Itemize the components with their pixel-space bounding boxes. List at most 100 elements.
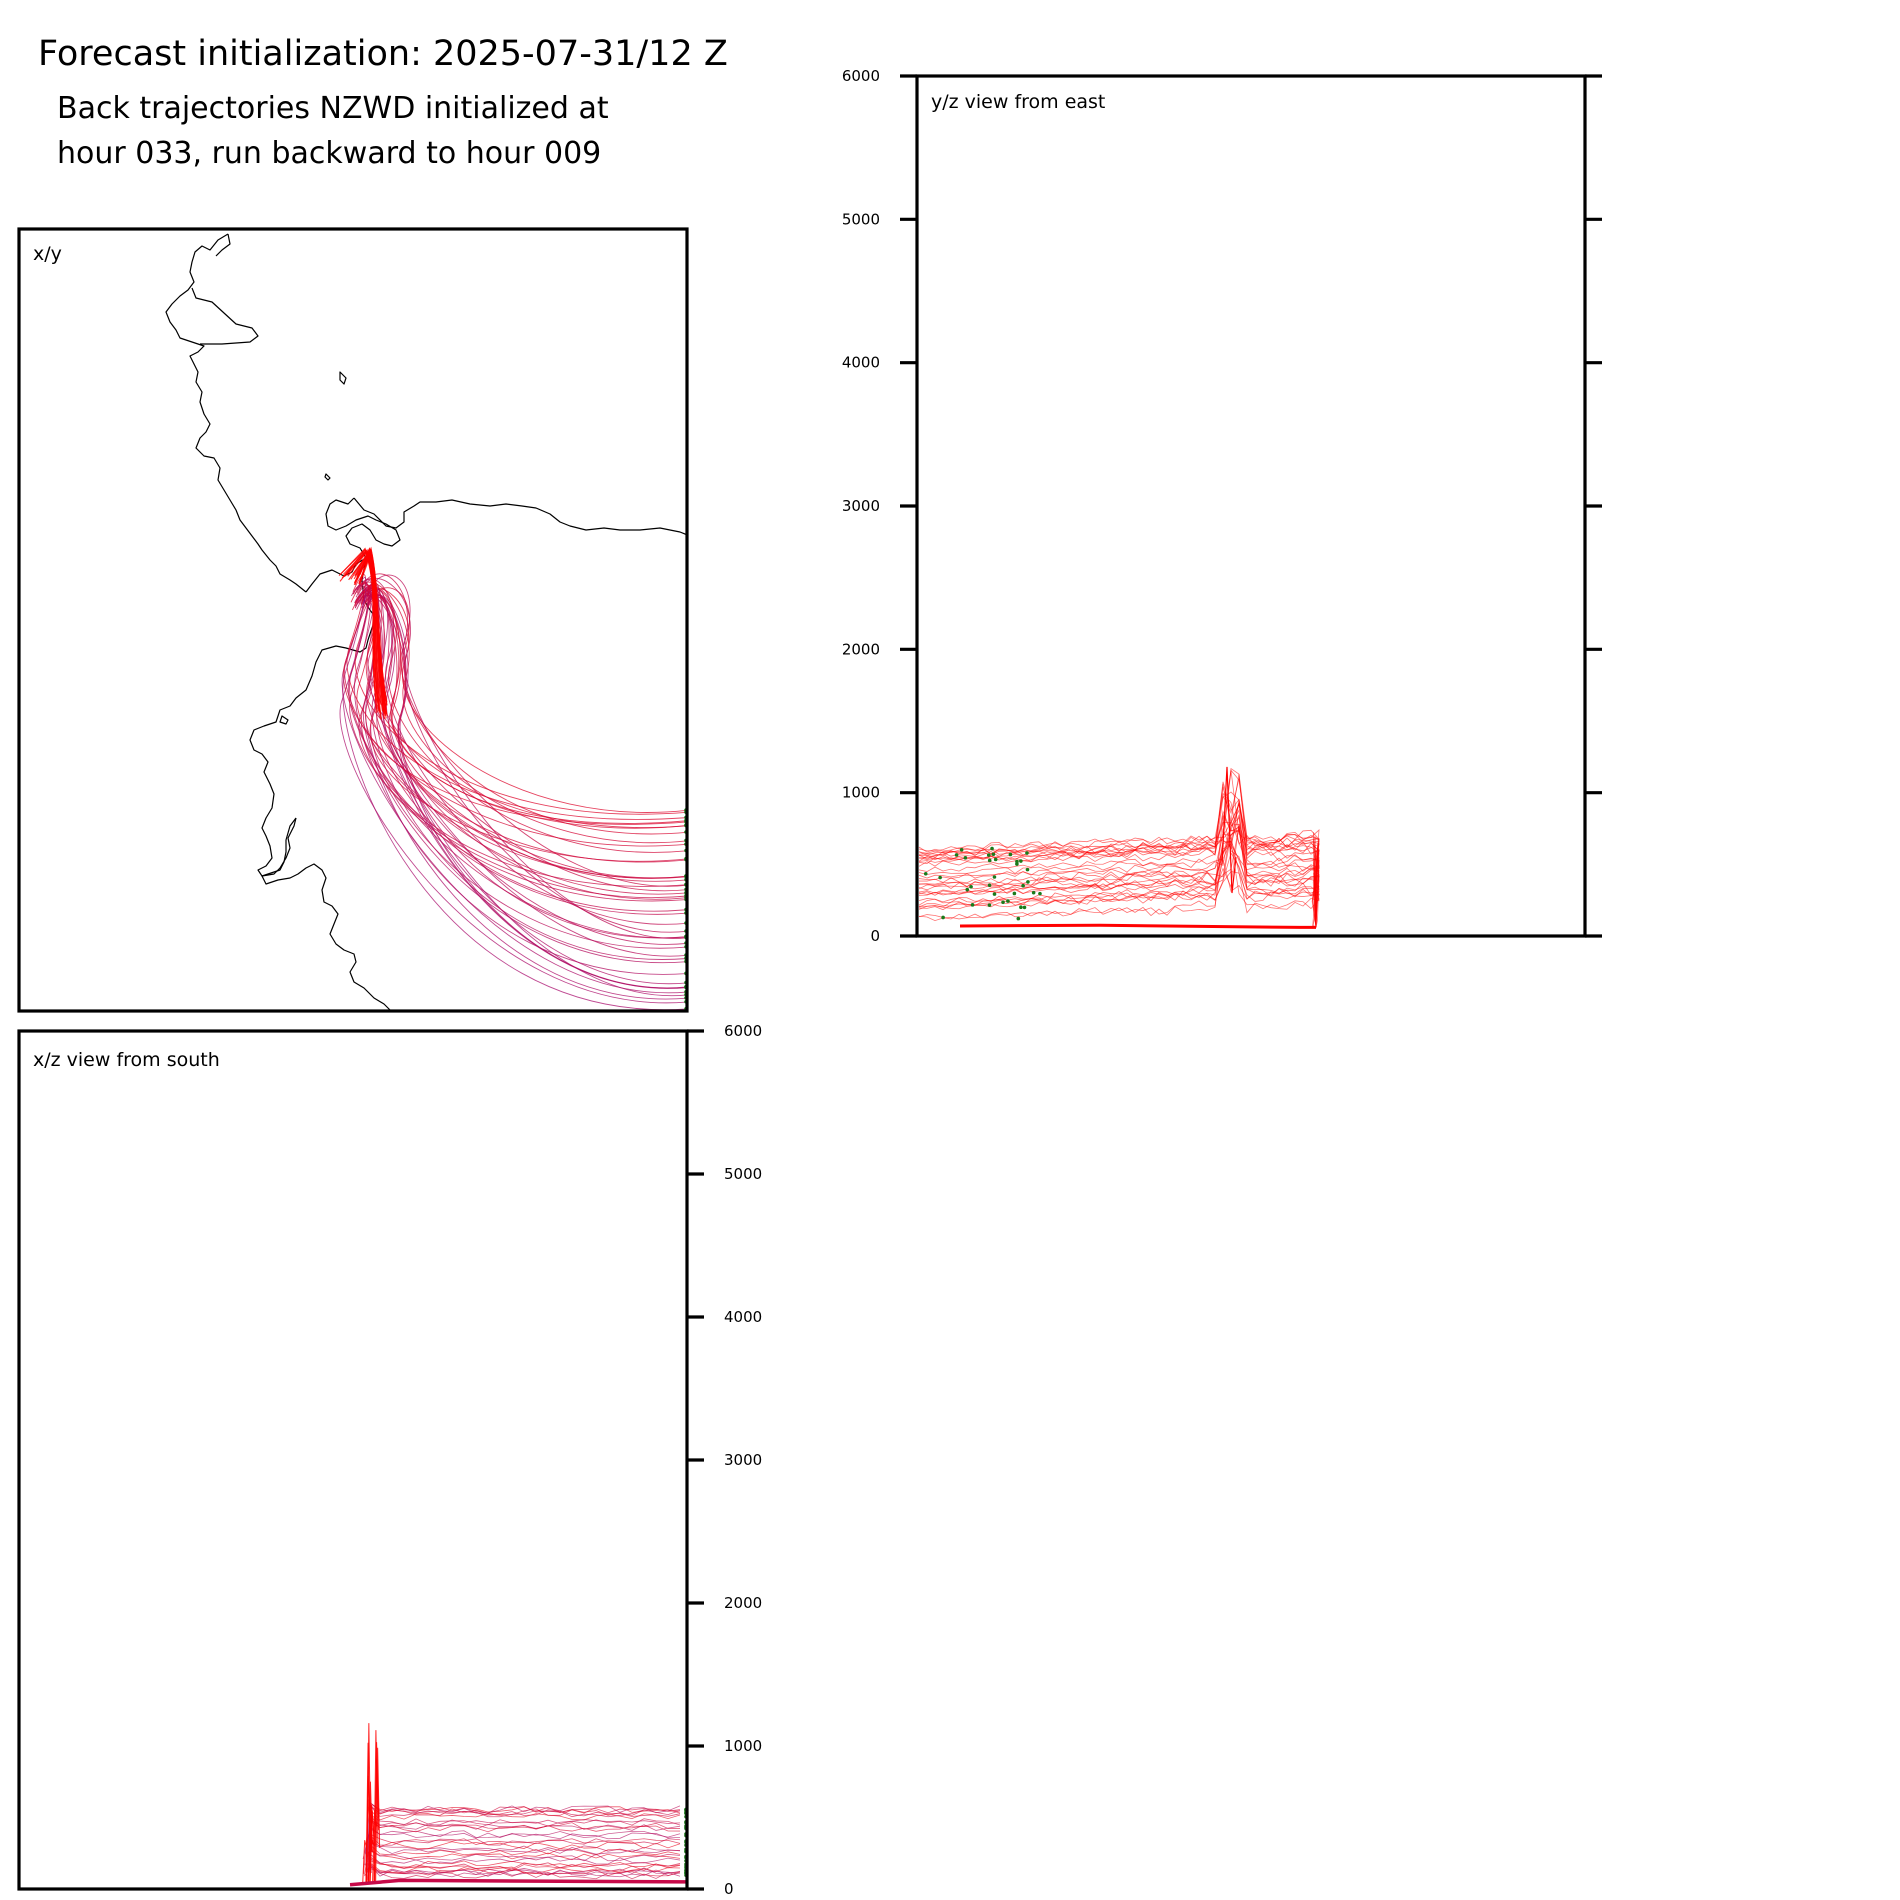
ytick-label: 3000 [842, 497, 880, 515]
yz-trajectory-line [918, 802, 1320, 928]
yz-trajectory-line [918, 799, 1320, 928]
xz-trajectory-line [369, 1852, 681, 1876]
yz-endpoint-marker [987, 903, 992, 907]
xy-trajectory-line [354, 592, 687, 939]
yz-endpoint-markers [923, 846, 1042, 921]
yz-endpoint-marker [963, 856, 968, 860]
xy-trajectory-line [354, 595, 687, 960]
yz-endpoint-marker [941, 915, 945, 920]
yz-endpoint-marker [1016, 916, 1021, 921]
xy-panel-label: x/y [33, 243, 62, 265]
xz-trajectory-line [367, 1860, 681, 1872]
yz-trajectory-line [918, 829, 1320, 928]
yz-endpoint-marker [992, 892, 997, 896]
xy-trajectory-line [367, 596, 687, 829]
xy-trajectory-line [366, 594, 687, 945]
yz-endpoint-marker [1019, 905, 1023, 910]
xy-panel-frame [17, 227, 689, 1013]
xz-panel: x/z view from south 0 1000 2000 3000 4000 500… [17, 1022, 762, 1898]
xz-trajectory-line [364, 1826, 681, 1855]
xz-trajectory-line [368, 1820, 681, 1863]
yz-endpoint-marker [923, 871, 928, 876]
xy-trajectory-line [354, 579, 687, 925]
xz-trajectory-line [368, 1808, 681, 1866]
xz-trajectories [349, 1723, 687, 1887]
xz-trajectory-line [363, 1843, 681, 1875]
coastline-south-2 [261, 817, 391, 1011]
xy-panel: x/y [17, 227, 689, 1013]
ytick-label: 4000 [724, 1308, 762, 1326]
yz-trajectory-line [918, 769, 1320, 928]
coastline-north-top [215, 233, 231, 257]
ytick-label: 4000 [842, 354, 880, 372]
xz-trajectory-spike [369, 1804, 375, 1884]
xz-trajectory-spike [365, 1775, 371, 1884]
yz-endpoint-marker [959, 847, 964, 852]
xy-trajectories [338, 546, 687, 1011]
xz-trajectory-line [362, 1827, 681, 1860]
yz-trajectory-line [918, 770, 1320, 928]
yz-endpoint-marker [938, 875, 942, 880]
yz-endpoint-marker [1012, 891, 1017, 896]
xz-trajectory-line [365, 1814, 681, 1861]
xz-trajectory-line [369, 1849, 681, 1865]
coastline-east [353, 497, 687, 536]
xz-yaxis: 0 1000 2000 3000 4000 5000 6000 [687, 1022, 762, 1898]
coastline-bay [305, 497, 401, 593]
xy-trajectory-line [365, 593, 687, 900]
yz-trajectory-lowlevel [959, 923, 1316, 929]
xy-trajectory-line [354, 584, 687, 892]
yz-yaxis: 0 1000 2000 3000 4000 5000 6000 [842, 67, 1602, 945]
coastline-island-3 [279, 715, 289, 725]
xz-trajectory-line [369, 1803, 681, 1852]
xy-trajectory-line [350, 582, 687, 815]
yz-trajectory-spike [1221, 766, 1237, 894]
ytick-label: 6000 [842, 67, 880, 85]
xy-trajectory-line [362, 587, 687, 835]
coastline-west [165, 233, 307, 593]
yz-endpoint-marker [992, 875, 997, 879]
ytick-label: 1000 [842, 784, 880, 802]
yz-trajectory-line [918, 825, 1320, 928]
xz-trajectory-line [369, 1837, 681, 1853]
yz-trajectory-line [918, 803, 1320, 928]
yz-panel: y/z view from east 0 1000 2000 3000 4000 5000… [842, 67, 1602, 945]
xz-panel-frame [17, 1029, 689, 1891]
yz-endpoint-marker [1001, 900, 1005, 905]
yz-endpoint-marker [1025, 867, 1030, 872]
yz-endpoint-marker [1021, 883, 1025, 888]
yz-panel-frame [915, 74, 1587, 938]
xz-trajectory-spike [362, 1840, 368, 1884]
ytick-label: 0 [870, 927, 880, 945]
xy-trajectory-line [365, 583, 687, 949]
xz-trajectory-spike [367, 1840, 373, 1884]
xy-trajectory-line [354, 588, 687, 975]
xy-trajectory-line [352, 581, 687, 844]
yz-endpoint-marker [993, 857, 998, 862]
yz-trajectory-line [918, 841, 1320, 928]
ytick-label: 2000 [724, 1594, 762, 1612]
xz-trajectory-line [366, 1858, 681, 1881]
xy-trajectory-line [367, 588, 687, 912]
ytick-label: 1000 [724, 1737, 762, 1755]
yz-endpoint-marker [970, 903, 975, 907]
yz-trajectory-line [918, 808, 1320, 928]
yz-trajectories [918, 766, 1320, 929]
xy-trajectory-line [359, 551, 388, 706]
yz-trajectory-line [918, 823, 1320, 928]
ytick-label: 5000 [842, 210, 880, 228]
xz-trajectory-line [367, 1834, 681, 1874]
yz-trajectory-line [918, 791, 1320, 928]
xz-trajectory-line [365, 1801, 681, 1866]
yz-trajectory-line [918, 838, 1320, 928]
xz-panel-label: x/z view from south [33, 1049, 220, 1071]
coastline-south [249, 557, 377, 877]
xy-trajectory-line [343, 584, 687, 847]
xz-trajectory-spike [374, 1758, 380, 1884]
yz-trajectory-line [918, 828, 1320, 928]
yz-trajectory-line [918, 836, 1320, 928]
yz-panel-label: y/z view from east [931, 91, 1105, 113]
ytick-label: 3000 [724, 1451, 762, 1469]
yz-endpoint-marker [1038, 891, 1042, 896]
